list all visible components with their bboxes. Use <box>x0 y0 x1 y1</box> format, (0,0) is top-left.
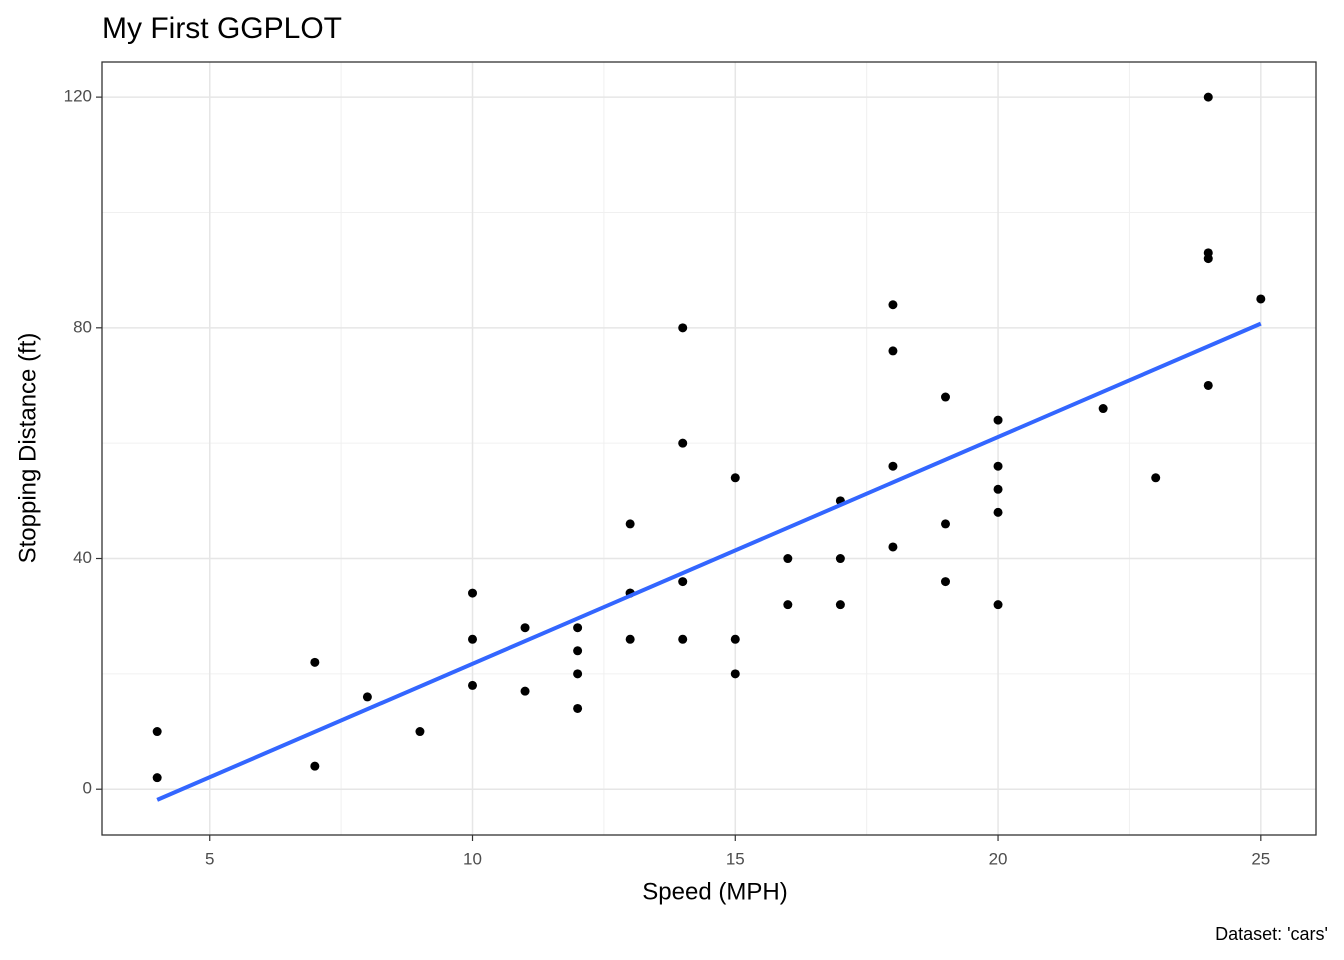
y-tick-label: 40 <box>73 548 92 567</box>
y-tick-label: 80 <box>73 317 92 336</box>
point <box>573 646 583 656</box>
point <box>993 484 1003 494</box>
point <box>940 577 950 587</box>
x-axis-title: Speed (MPH) <box>642 878 787 905</box>
grid <box>102 62 1316 835</box>
point <box>993 461 1003 471</box>
point <box>730 669 740 679</box>
chart-title: My First GGPLOT <box>102 12 342 45</box>
y-axis-title: Stopping Distance (ft) <box>14 333 41 564</box>
point <box>310 657 320 667</box>
point <box>625 634 635 644</box>
point <box>415 727 425 737</box>
point <box>678 323 688 333</box>
x-tick-label: 20 <box>989 849 1008 868</box>
panel-border <box>101 61 1317 836</box>
point <box>1151 473 1161 483</box>
point <box>888 346 898 356</box>
point <box>362 692 372 702</box>
point <box>520 686 530 696</box>
point <box>730 634 740 644</box>
point <box>1203 380 1213 390</box>
point <box>730 473 740 483</box>
point <box>1203 92 1213 102</box>
point <box>310 761 320 771</box>
point <box>940 519 950 529</box>
point <box>888 542 898 552</box>
point <box>1256 294 1266 304</box>
point <box>940 392 950 402</box>
point <box>625 519 635 529</box>
point <box>993 600 1003 610</box>
point <box>468 680 478 690</box>
point <box>152 727 162 737</box>
point <box>678 577 688 587</box>
point <box>888 461 898 471</box>
point <box>783 554 793 564</box>
point <box>573 703 583 713</box>
x-tick-label: 25 <box>1251 849 1270 868</box>
point <box>993 415 1003 425</box>
caption: Dataset: 'cars' <box>1215 924 1328 944</box>
point <box>835 554 845 564</box>
point <box>152 773 162 783</box>
y-tick-label: 0 <box>83 779 92 798</box>
point <box>1203 248 1213 258</box>
point <box>1098 404 1108 414</box>
point <box>520 623 530 633</box>
x-tick-label: 10 <box>463 849 482 868</box>
point <box>783 600 793 610</box>
point <box>468 588 478 598</box>
marks <box>152 92 1266 802</box>
point <box>678 634 688 644</box>
point <box>573 669 583 679</box>
x-tick-label: 15 <box>726 849 745 868</box>
point <box>573 623 583 633</box>
y-tick-label: 120 <box>64 87 92 106</box>
point <box>888 300 898 310</box>
point <box>468 634 478 644</box>
point <box>835 600 845 610</box>
point <box>678 438 688 448</box>
x-tick-label: 5 <box>205 849 214 868</box>
point <box>993 507 1003 517</box>
fit-line <box>156 321 1262 802</box>
